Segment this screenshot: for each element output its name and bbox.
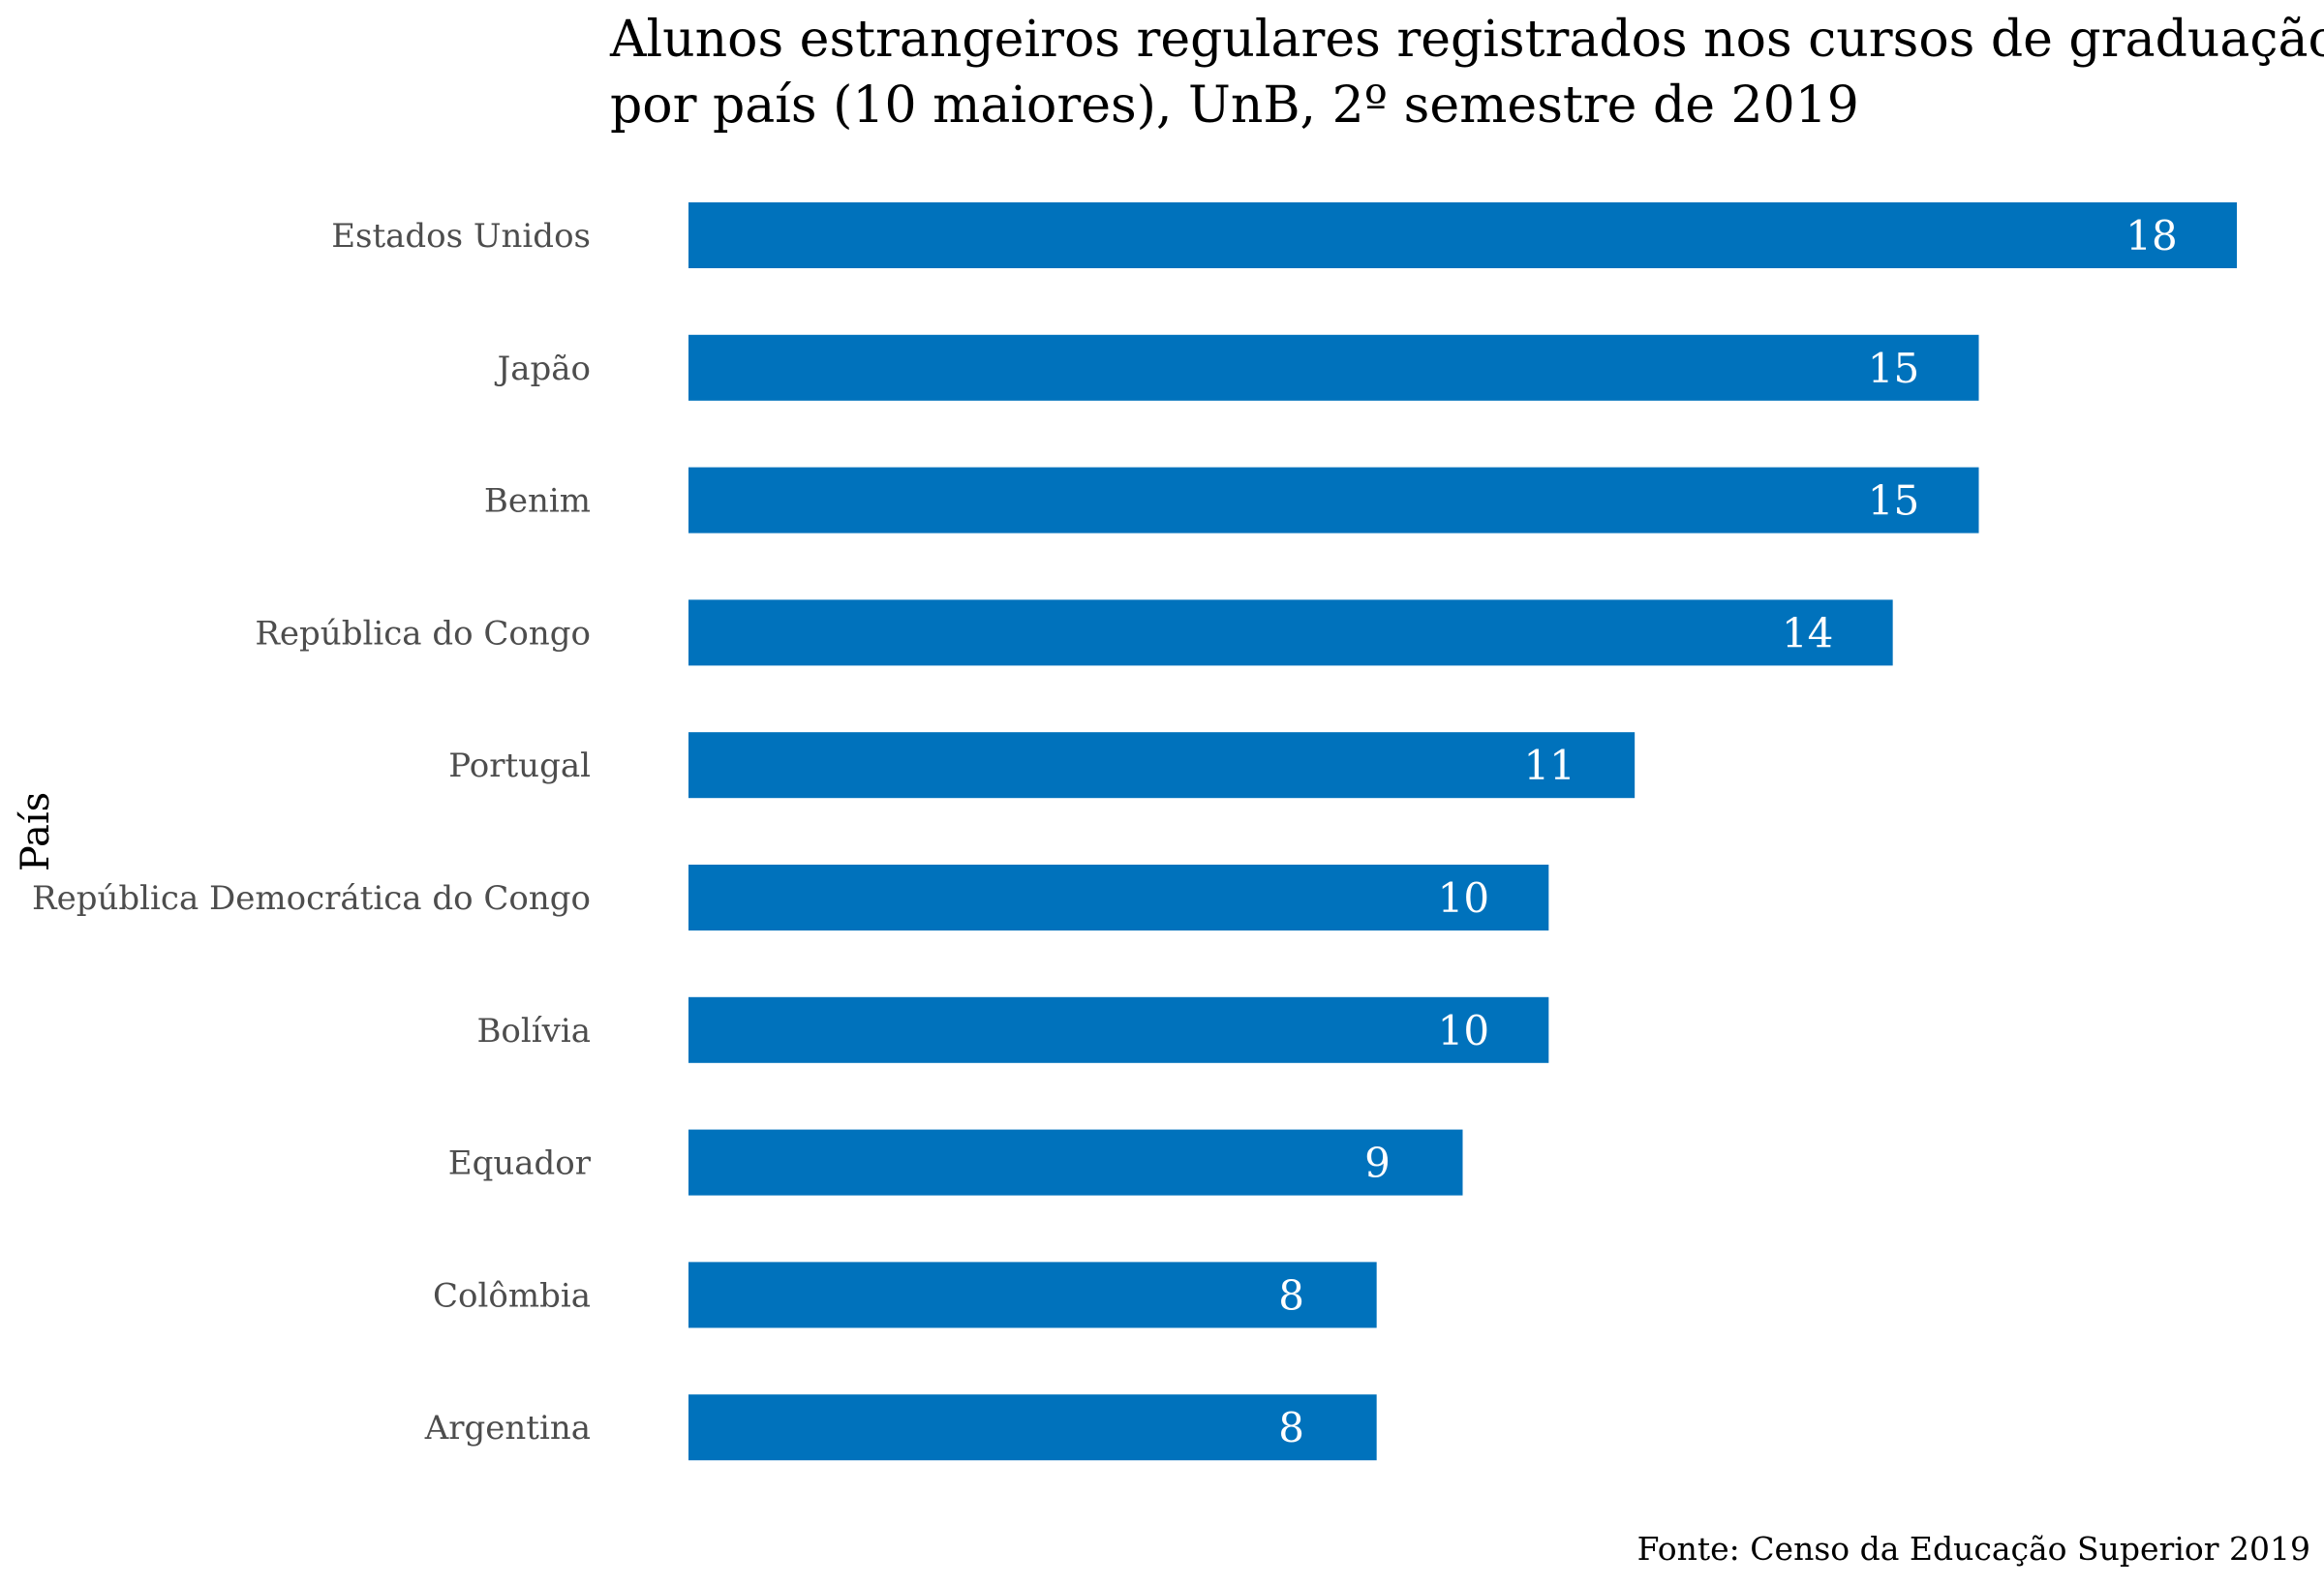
bars-group <box>688 202 2237 1461</box>
bar-benim <box>688 467 1979 534</box>
category-label-argentina: Argentina <box>424 1409 591 1448</box>
category-label-equador: Equador <box>448 1144 592 1183</box>
category-label-republica-do-congo: República do Congo <box>255 614 591 653</box>
bar-equador <box>688 1129 1463 1196</box>
category-label-colombia: Colômbia <box>433 1276 591 1315</box>
data-label-republica-democratica-do-congo: 10 <box>1438 874 1489 922</box>
bar-colombia <box>688 1262 1377 1328</box>
category-label-estados-unidos: Estados Unidos <box>331 217 591 256</box>
data-label-equador: 9 <box>1364 1140 1391 1187</box>
data-label-bolivia: 10 <box>1438 1007 1489 1054</box>
bar-portugal <box>688 732 1636 799</box>
source-caption: Fonte: Censo da Educação Superior 2019 <box>1637 1530 2310 1568</box>
data-label-colombia: 8 <box>1278 1271 1304 1319</box>
category-label-benim: Benim <box>484 482 591 521</box>
bar-japao <box>688 334 1979 401</box>
chart-title-line-2: por país (10 maiores), UnB, 2º semestre … <box>610 76 1859 135</box>
category-label-bolivia: Bolívia <box>476 1012 591 1051</box>
category-label-republica-democratica-do-congo: República Democrática do Congo <box>32 879 591 918</box>
data-label-republica-do-congo: 14 <box>1782 609 1833 656</box>
category-label-portugal: Portugal <box>448 747 591 785</box>
bar-estados-unidos <box>688 202 2237 268</box>
data-label-estados-unidos: 18 <box>2125 212 2177 259</box>
bar-argentina <box>688 1394 1377 1461</box>
bar-republica-democratica-do-congo <box>688 865 1549 930</box>
data-label-argentina: 8 <box>1278 1404 1304 1451</box>
y-axis-title: País <box>14 792 58 871</box>
chart-title-line-1: Alunos estrangeiros regulares registrado… <box>609 11 2324 69</box>
category-label-japao: Japão <box>495 350 591 388</box>
data-label-japao: 15 <box>1868 345 1919 392</box>
data-labels: 18 15 15 14 11 10 10 9 8 8 <box>1278 212 2177 1451</box>
data-label-portugal: 11 <box>1523 742 1575 789</box>
bar-republica-do-congo <box>688 599 1893 666</box>
category-labels: Estados Unidos Japão Benim República do Con… <box>32 217 592 1448</box>
bar-bolivia <box>688 996 1549 1063</box>
data-label-benim: 15 <box>1868 477 1919 525</box>
